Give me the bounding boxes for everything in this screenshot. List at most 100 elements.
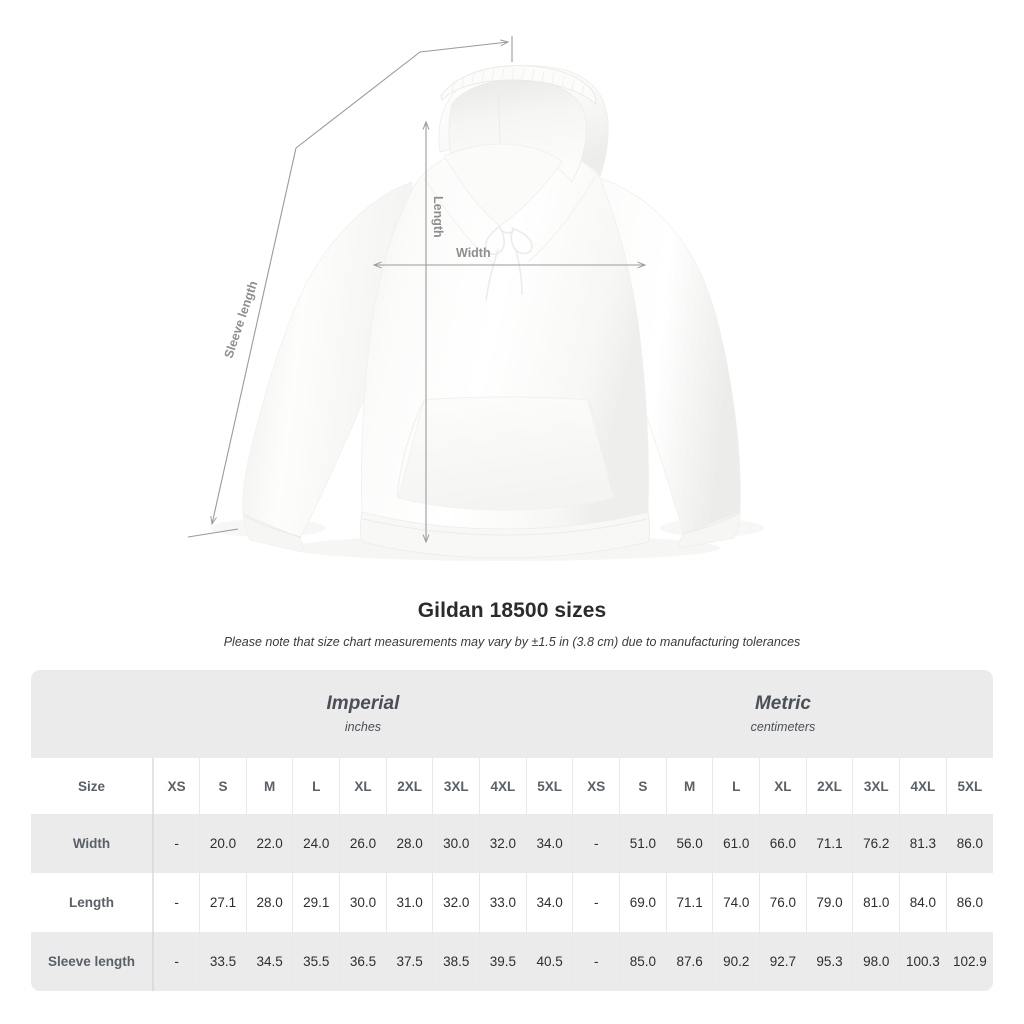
cell-sleeve-length-imperial-xl: 36.5 [339,932,387,991]
unit-spacer-cell [31,670,153,758]
cell-width-metric-5xl: 86.0 [946,814,993,873]
cell-width-metric-4xl: 81.3 [899,814,947,873]
cell-width-metric-m: 56.0 [666,814,714,873]
cell-sleeve-length-metric-l: 90.2 [712,932,761,991]
cell-sleeve-length-imperial-3xl: 38.5 [432,932,481,991]
cell-sleeve-length-metric-2xl: 95.3 [806,932,854,991]
cell-sleeve-length-imperial-2xl: 37.5 [386,932,434,991]
cell-width-metric-xl: 66.0 [759,814,807,873]
sleeve-horizontal-leg [419,39,510,53]
cell-length-metric-s: 69.0 [619,873,667,932]
size-table: Imperial inches Metric centimeters Size XS S M L… [31,670,993,991]
cell-length-imperial-3xl: 32.0 [432,873,481,932]
cell-width-metric-2xl: 71.1 [806,814,854,873]
size-column-header-xs: XS [153,758,201,814]
size-column-header-l: L [292,758,341,814]
size-column-header-2xl: 2XL [806,758,854,814]
row-label-sleeve-length: Sleeve length [31,932,154,991]
width-label: Width [456,246,491,260]
cell-width-imperial-5xl: 34.0 [526,814,574,873]
unit-name: Metric [754,693,811,714]
size-column-header-xl: XL [339,758,387,814]
unit-header-imperial: Imperial inches [153,670,573,758]
cell-length-imperial-4xl: 33.0 [479,873,527,932]
cell-sleeve-length-metric-s: 85.0 [619,932,667,991]
size-column-header-4xl: 4XL [899,758,947,814]
cell-length-metric-l: 74.0 [712,873,761,932]
unit-subtitle: inches [344,720,382,734]
cell-sleeve-length-imperial-4xl: 39.5 [479,932,527,991]
cell-sleeve-length-metric-xl: 92.7 [759,932,807,991]
sleeve-upper-diagonal [295,51,421,149]
cell-length-imperial-l: 29.1 [292,873,341,932]
size-column-header-l: L [712,758,761,814]
page-title: Gildan 18500 sizes [417,599,607,622]
size-header-row: Size XS S M L XL 2XL 3XL 4XL 5XL XS S M L XL 2XL 3XL 4XL 5… [31,758,993,814]
title-block: Gildan 18500 sizes Please note that size… [0,598,1024,650]
size-column-header-3xl: 3XL [852,758,901,814]
size-column-header-s: S [199,758,247,814]
cell-width-imperial-2xl: 28.0 [386,814,434,873]
row-label-length: Length [31,873,154,932]
cell-width-imperial-m: 22.0 [246,814,294,873]
cell-width-imperial-l: 24.0 [292,814,341,873]
cell-sleeve-length-imperial-l: 35.5 [292,932,341,991]
unit-header-row: Imperial inches Metric centimeters [31,670,993,758]
size-column-header-3xl: 3XL [432,758,481,814]
measurement-annotations [187,36,647,544]
size-column-header-xl: XL [759,758,807,814]
table-row: Width -20.0 22.0 24.0 26.0 28.0 30.0 32.0 34.0-5… [31,814,993,873]
cell-length-imperial-m: 28.0 [246,873,294,932]
size-column-header-2xl: 2XL [386,758,434,814]
cell-length-metric-m: 71.1 [666,873,714,932]
cell-width-metric-l: 61.0 [712,814,761,873]
cell-sleeve-length-metric-3xl: 98.0 [852,932,901,991]
unit-name: Imperial [326,693,400,714]
cell-sleeve-length-imperial-5xl: 40.5 [526,932,574,991]
cell-length-metric-xs: - [572,873,621,932]
table-row: Length -27.1 28.0 29.1 30.0 31.0 32.0 33.0 34.0-… [31,873,993,932]
hoodie-illustration: Length Width Sleeve length [187,36,764,561]
size-column-header-xs: XS [572,758,621,814]
cell-length-metric-4xl: 84.0 [899,873,947,932]
table-row: Sleeve length -33.5 34.5 35.5 36.5 37.5 38.5 39… [31,932,993,991]
size-column-header-5xl: 5XL [946,758,993,814]
cell-length-imperial-5xl: 34.0 [526,873,574,932]
cell-width-imperial-xs: - [153,814,201,873]
cell-length-metric-5xl: 86.0 [946,873,993,932]
cell-width-metric-3xl: 76.2 [852,814,901,873]
size-chart-table: Imperial inches Metric centimeters Size XS S M L… [31,670,993,991]
unit-header-metric: Metric centimeters [572,670,993,758]
cell-length-metric-xl: 76.0 [759,873,807,932]
sleeve-lower-diagonal [210,147,297,526]
size-column-header-5xl: 5XL [526,758,574,814]
cell-sleeve-length-metric-5xl: 102.9 [946,932,993,991]
cell-sleeve-length-metric-m: 87.6 [666,932,714,991]
cell-length-metric-3xl: 81.0 [852,873,901,932]
cell-sleeve-length-metric-4xl: 100.3 [899,932,947,991]
cell-length-imperial-xl: 30.0 [339,873,387,932]
size-column-header-s: S [619,758,667,814]
cell-sleeve-length-imperial-m: 34.5 [246,932,294,991]
sleeve-bottom-tick [187,528,239,538]
tolerance-note: Please note that size chart measurements… [223,635,801,649]
cell-sleeve-length-metric-xs: - [572,932,621,991]
unit-subtitle: centimeters [750,720,816,734]
cell-sleeve-length-imperial-xs: - [153,932,201,991]
cell-width-imperial-4xl: 32.0 [479,814,527,873]
cell-width-imperial-xl: 26.0 [339,814,387,873]
cell-width-metric-xs: - [572,814,621,873]
size-column-header-4xl: 4XL [479,758,527,814]
hoodie-garment [210,65,764,561]
cell-width-metric-s: 51.0 [619,814,667,873]
sleeve-length-label: Sleeve length [222,279,261,360]
length-label: Length [431,196,445,238]
size-column-header-m: M [666,758,714,814]
cell-width-imperial-s: 20.0 [199,814,247,873]
cell-sleeve-length-imperial-s: 33.5 [199,932,247,991]
size-column-header-m: M [246,758,294,814]
cell-length-imperial-2xl: 31.0 [386,873,434,932]
size-header-label: Size [31,758,154,814]
cell-width-imperial-3xl: 30.0 [432,814,481,873]
cell-length-imperial-xs: - [153,873,201,932]
